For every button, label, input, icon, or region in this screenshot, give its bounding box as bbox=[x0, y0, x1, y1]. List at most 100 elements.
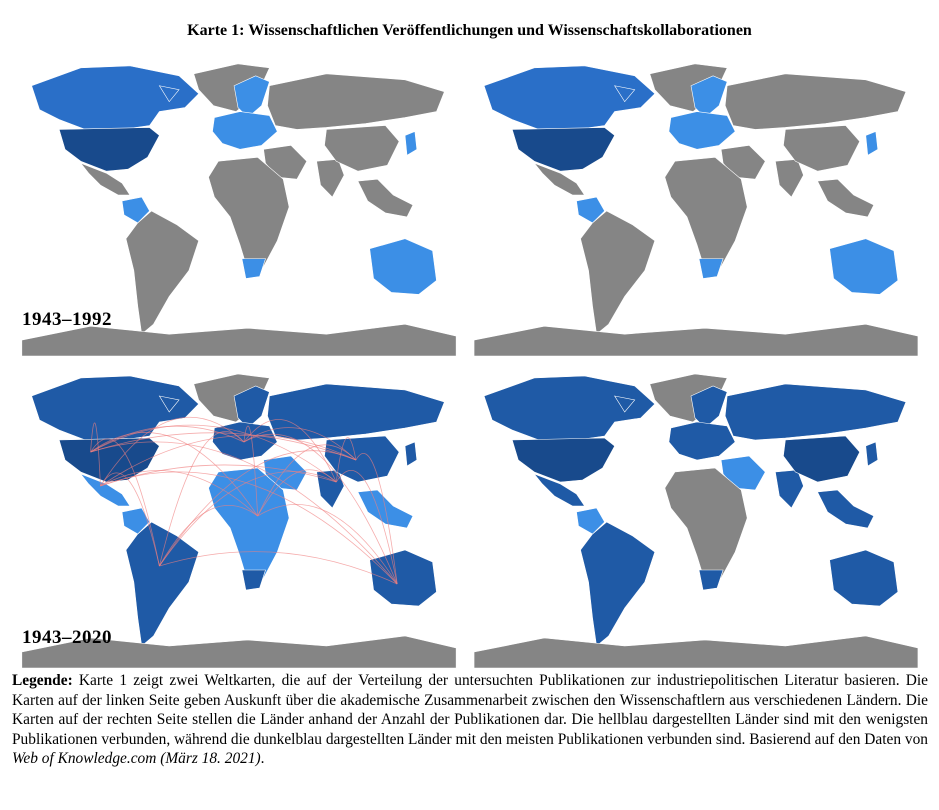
figure-title: Karte 1: Wissenschaftlichen Veröffentlic… bbox=[187, 22, 752, 39]
collab-link bbox=[90, 424, 337, 483]
region-china bbox=[324, 125, 400, 172]
collab-link bbox=[257, 444, 357, 517]
region-south-africa bbox=[698, 258, 724, 279]
region-russia bbox=[724, 383, 907, 441]
collab-link bbox=[100, 471, 398, 585]
region-australia bbox=[369, 549, 437, 607]
collab-link bbox=[257, 469, 337, 517]
region-north-america bbox=[483, 375, 656, 443]
collab-link bbox=[335, 437, 357, 483]
map-collab-1943-2020 bbox=[12, 356, 464, 668]
legend-end: . bbox=[260, 750, 265, 768]
region-scandinavia bbox=[690, 385, 728, 429]
region-scandinavia bbox=[690, 75, 728, 118]
region-russia bbox=[267, 73, 445, 130]
region-north-america bbox=[483, 65, 656, 132]
legend-body: Karte 1 zeigt zwei Weltkarten, die auf d… bbox=[12, 672, 928, 748]
period-label-top: 1943–1992 bbox=[22, 309, 112, 330]
region-africa bbox=[664, 156, 748, 271]
legend-source-name: Web of Knowledge.com bbox=[12, 750, 157, 768]
collab-link bbox=[159, 505, 258, 567]
region-colombia bbox=[121, 507, 150, 535]
collab-link bbox=[159, 450, 357, 567]
collab-link bbox=[159, 551, 398, 585]
region-mexico bbox=[533, 473, 586, 507]
collab-link bbox=[355, 453, 398, 585]
region-scandinavia bbox=[233, 75, 270, 118]
region-north-america bbox=[31, 375, 200, 443]
region-japan bbox=[404, 131, 418, 156]
region-mexico bbox=[79, 473, 131, 507]
region-mexico bbox=[533, 162, 586, 196]
collab-link bbox=[159, 471, 337, 567]
collab-1943-2020-svg bbox=[21, 373, 457, 668]
region-antarctica bbox=[21, 635, 457, 668]
region-china bbox=[783, 125, 861, 172]
region-antarctica bbox=[21, 323, 457, 356]
collab-link bbox=[100, 470, 258, 517]
region-middle-east bbox=[263, 455, 308, 491]
region-australia bbox=[829, 238, 899, 295]
region-south-america bbox=[125, 210, 200, 335]
region-south-america bbox=[580, 521, 656, 647]
map-pubs-1943-2020 bbox=[464, 356, 926, 668]
region-india bbox=[316, 158, 345, 198]
legend-text: Legende: Karte 1 zeigt zwei Weltkarten, … bbox=[12, 671, 928, 769]
region-japan bbox=[404, 441, 418, 467]
collab-link bbox=[243, 433, 398, 585]
region-india bbox=[774, 469, 804, 509]
period-label-bottom: 1943–2020 bbox=[22, 627, 112, 648]
pubs-1943-1992-svg bbox=[473, 63, 919, 356]
region-south-africa bbox=[241, 258, 266, 279]
region-usa bbox=[511, 127, 616, 172]
region-europe bbox=[668, 111, 736, 150]
collab-1943-1992-svg bbox=[21, 63, 457, 356]
region-australia bbox=[369, 238, 437, 295]
collab-link bbox=[100, 416, 245, 487]
legend-label: Legende: bbox=[12, 672, 73, 689]
legend-source: Web of Knowledge.com (März 18. 2021) bbox=[12, 750, 261, 767]
region-africa bbox=[208, 156, 290, 271]
collab-link bbox=[100, 472, 160, 567]
region-europe bbox=[212, 111, 278, 150]
region-australia bbox=[829, 549, 899, 607]
region-southeast-asia bbox=[817, 178, 875, 218]
region-middle-east bbox=[720, 455, 766, 491]
region-usa bbox=[511, 437, 616, 483]
region-colombia bbox=[121, 196, 150, 224]
collab-link bbox=[90, 441, 398, 585]
region-europe bbox=[668, 421, 736, 461]
region-south-africa bbox=[241, 569, 266, 591]
region-mexico bbox=[79, 162, 131, 196]
collab-link bbox=[90, 432, 357, 461]
region-middle-east bbox=[720, 145, 766, 180]
collab-link bbox=[257, 504, 398, 585]
map-collab-1943-1992 bbox=[12, 46, 464, 356]
region-china bbox=[324, 435, 400, 483]
collab-link bbox=[90, 422, 101, 487]
region-india bbox=[774, 158, 804, 198]
region-india bbox=[316, 469, 345, 509]
region-colombia bbox=[576, 507, 605, 535]
region-usa bbox=[58, 127, 160, 172]
region-antarctica bbox=[473, 323, 919, 356]
collab-link bbox=[100, 434, 357, 487]
legend-source-date: (März 18. 2021) bbox=[156, 750, 261, 768]
pubs-1943-2020-svg bbox=[473, 373, 919, 668]
collaboration-links bbox=[90, 416, 398, 585]
collab-link bbox=[243, 419, 337, 483]
map-pubs-1943-1992 bbox=[464, 46, 926, 356]
region-africa bbox=[208, 467, 290, 583]
region-southeast-asia bbox=[817, 489, 875, 529]
collab-link bbox=[100, 464, 337, 487]
region-russia bbox=[267, 383, 445, 441]
region-southeast-asia bbox=[357, 178, 414, 218]
region-antarctica bbox=[473, 635, 919, 668]
region-south-america bbox=[580, 210, 656, 335]
region-south-africa bbox=[698, 569, 724, 591]
region-africa bbox=[664, 467, 748, 583]
region-middle-east bbox=[263, 145, 308, 180]
region-south-america bbox=[125, 521, 200, 647]
region-china bbox=[783, 435, 861, 483]
region-japan bbox=[865, 131, 879, 156]
